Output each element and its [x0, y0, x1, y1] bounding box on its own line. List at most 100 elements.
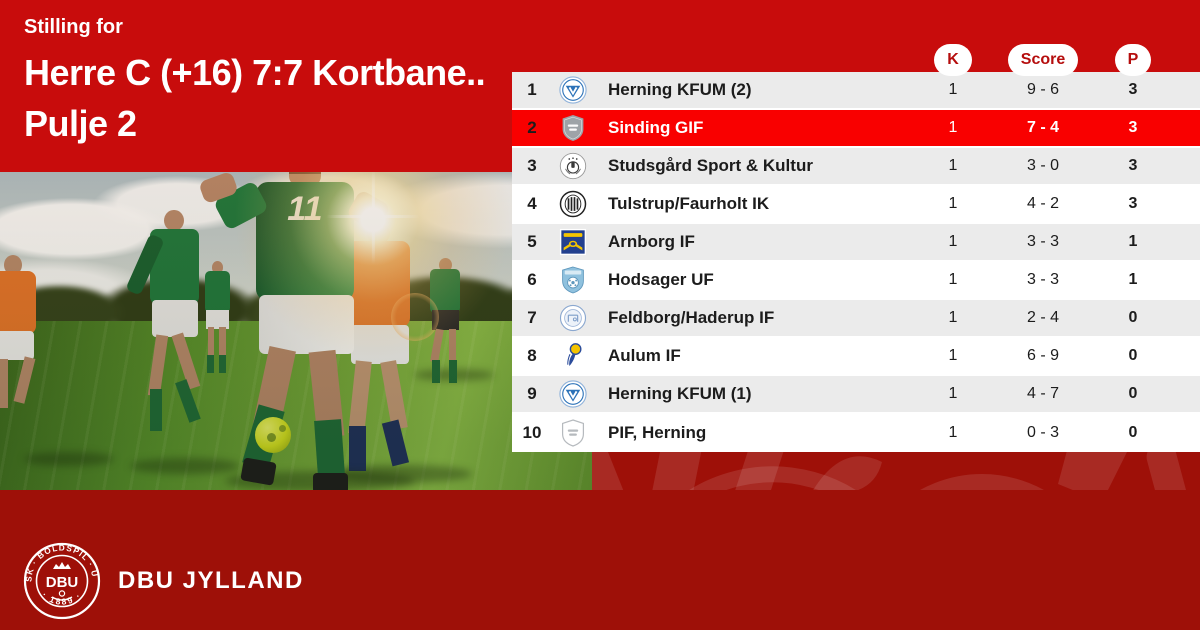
position-cell: 8 [527, 346, 537, 365]
brand-name: DBU JYLLAND [118, 567, 304, 594]
points-cell: 0 [1128, 347, 1138, 364]
table-row: 8 Aulum IF 1 6 - 9 0 [512, 338, 1200, 376]
studsgaard-logo-icon [559, 152, 587, 180]
matches-cell: 1 [948, 347, 958, 364]
club-name: Herning KFUM (1) [608, 384, 752, 403]
club-name: Hodsager UF [608, 270, 714, 289]
club-logo-cell [552, 76, 594, 104]
matches-cell: 1 [948, 385, 958, 402]
table-row: 6 Hodsager UF 1 3 - 3 1 [512, 262, 1200, 300]
score-cell: 7 - 4 [1026, 119, 1059, 136]
score-cell: 3 - 3 [1026, 233, 1059, 250]
column-header-matches: K [934, 44, 972, 76]
matches-cell: 1 [948, 424, 958, 441]
position-cell: 6 [527, 270, 537, 289]
arnborg-logo-icon [559, 228, 587, 256]
matches-cell: 1 [948, 195, 958, 212]
points-cell: 1 [1128, 271, 1138, 288]
points-cell: 3 [1128, 119, 1138, 136]
position-cell: 9 [527, 384, 537, 403]
club-logo-cell [552, 152, 594, 180]
column-header-score: Score [1007, 44, 1079, 76]
score-cell: 2 - 4 [1026, 309, 1059, 326]
lens-flare [390, 292, 439, 341]
tulstrup-faurholt-logo-icon [559, 190, 587, 218]
hero-photo: 11 [0, 172, 592, 490]
hodsager-logo-icon [562, 266, 584, 294]
club-name: PIF, Herning [608, 423, 707, 442]
points-cell: 3 [1128, 81, 1138, 98]
position-cell: 4 [527, 194, 537, 213]
club-name: Aulum IF [608, 346, 681, 365]
herning-kfum-logo-icon [559, 76, 587, 104]
matches-cell: 1 [948, 81, 958, 98]
aulum-logo-icon [567, 343, 582, 366]
club-name: Feldborg/Haderup IF [608, 308, 775, 327]
score-cell: 6 - 9 [1026, 347, 1059, 364]
standings-table: 1 Herning KFUM (2) 1 9 - 6 3 2 [512, 72, 1200, 452]
feldborg-haderup-logo-icon [559, 304, 587, 332]
crest-year-text: · 1889 · [40, 590, 82, 607]
points-cell: 3 [1128, 195, 1138, 212]
position-cell: 10 [522, 423, 542, 442]
crest-monogram: DBU [46, 574, 79, 591]
table-row-highlighted: 2 Sinding GIF 1 7 - 4 3 [512, 110, 1200, 148]
score-cell: 4 - 7 [1026, 385, 1059, 402]
club-name: Tulstrup/Faurholt IK [608, 194, 770, 213]
footer-brand-bar: DANSK · BOLDSPIL · UNION · 1889 · DBU DB… [22, 541, 304, 621]
score-cell: 4 - 2 [1026, 195, 1059, 212]
club-logo-cell [552, 265, 594, 295]
score-cell: 9 - 6 [1026, 81, 1059, 98]
table-column-headers: K Score P [512, 44, 1200, 76]
table-row: 3 Studsgård Sport & Kultur 1 3 - 0 3 [512, 148, 1200, 186]
photo-vignette [0, 172, 592, 490]
club-name: Arnborg IF [608, 232, 695, 251]
svg-text:· 1889 ·: · 1889 · [40, 590, 84, 607]
header: Stilling for Herre C (+16) 7:7 Kortbane.… [24, 16, 504, 149]
dbu-crest-watermark [512, 452, 1200, 490]
table-row: 10 PIF, Herning 1 0 - 3 0 [512, 414, 1200, 452]
table-row: 9 Herning KFUM (1) 1 4 - 7 0 [512, 376, 1200, 414]
position-cell: 2 [527, 118, 537, 137]
points-cell: 0 [1128, 309, 1138, 326]
club-logo-cell [552, 228, 594, 256]
table-row: 4 Tulstrup/Faurholt IK 1 4 - 2 3 [512, 186, 1200, 224]
club-logo-cell [552, 418, 594, 448]
matches-cell: 1 [948, 157, 958, 174]
sinding-gif-placeholder-logo-icon [562, 115, 584, 141]
page-title: Herre C (+16) 7:7 Kortbane.. [24, 52, 486, 93]
points-cell: 3 [1128, 157, 1138, 174]
position-cell: 3 [527, 156, 537, 175]
club-logo-cell [552, 113, 594, 143]
points-cell: 0 [1128, 385, 1138, 402]
position-cell: 7 [527, 308, 537, 327]
club-logo-cell [552, 341, 594, 371]
page-subtitle: Pulje 2 [24, 103, 137, 144]
dbu-crest-icon: DANSK · BOLDSPIL · UNION · 1889 · DBU [22, 541, 101, 620]
club-logo-cell [552, 190, 594, 218]
pif-herning-placeholder-logo-icon [561, 419, 585, 447]
eyebrow-label: Stilling for [24, 16, 123, 38]
herning-kfum-logo-icon [559, 380, 587, 408]
matches-cell: 1 [948, 309, 958, 326]
sun-flare [0, 172, 592, 490]
club-name: Herning KFUM (2) [608, 80, 752, 99]
score-cell: 0 - 3 [1026, 424, 1059, 441]
club-name: Studsgård Sport & Kultur [608, 156, 813, 175]
score-cell: 3 - 0 [1026, 157, 1059, 174]
table-row: 7 Feldborg/Haderup IF 1 2 - 4 0 [512, 300, 1200, 338]
position-cell: 1 [527, 80, 537, 99]
table-row: 1 Herning KFUM (2) 1 9 - 6 3 [512, 72, 1200, 110]
table-row: 5 Arnborg IF 1 3 - 3 1 [512, 224, 1200, 262]
position-cell: 5 [527, 232, 537, 251]
club-logo-cell [552, 380, 594, 408]
matches-cell: 1 [948, 119, 958, 136]
club-logo-cell [552, 304, 594, 332]
points-cell: 0 [1128, 424, 1138, 441]
score-cell: 3 - 3 [1026, 271, 1059, 288]
matches-cell: 1 [948, 271, 958, 288]
column-header-points: P [1114, 44, 1152, 76]
points-cell: 1 [1128, 233, 1138, 250]
club-name: Sinding GIF [608, 118, 704, 137]
